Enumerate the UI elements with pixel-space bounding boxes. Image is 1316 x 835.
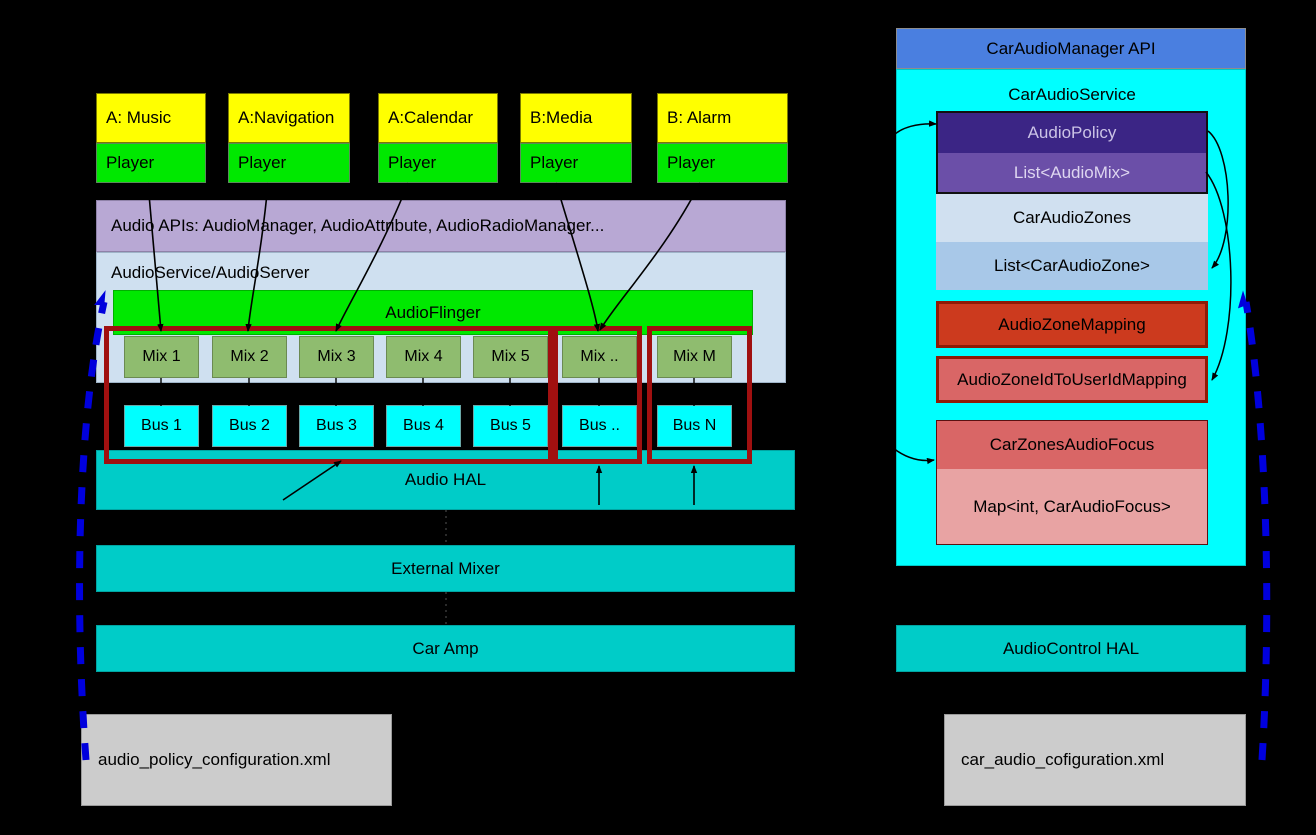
bus-box-5: Bus 5 <box>473 405 548 447</box>
car-audio-zones-box: CarAudioZones <box>936 194 1208 242</box>
mix-box-m: Mix M <box>657 336 732 378</box>
app-title-media: B:Media <box>520 93 632 143</box>
audio-policy-box: AudioPolicy <box>938 113 1206 153</box>
audio-mix-list-box: List<AudioMix> <box>938 153 1206 192</box>
audio-zone-group-1 <box>104 326 553 464</box>
car-audio-zone-list-box: List<CarAudioZone> <box>936 242 1208 290</box>
external-mixer-bar: External Mixer <box>96 545 795 592</box>
app-player-media: Player <box>520 143 632 183</box>
audio-apis-layer: Audio APIs: AudioManager, AudioAttribute… <box>96 200 786 252</box>
bus-box-n: Bus N <box>657 405 732 447</box>
car-audio-manager-api-bar: CarAudioManager API <box>896 28 1246 69</box>
mix-box-2: Mix 2 <box>212 336 287 378</box>
app-title-navigation: A:Navigation <box>228 93 350 143</box>
audio-policy-configuration-xml: audio_policy_configuration.xml <box>81 714 392 806</box>
app-player-navigation: Player <box>228 143 350 183</box>
app-title-calendar: A:Calendar <box>378 93 498 143</box>
car-amp-bar: Car Amp <box>96 625 795 672</box>
app-title-alarm: B: Alarm <box>657 93 788 143</box>
mix-box-ellipsis: Mix .. <box>562 336 637 378</box>
car-zones-audio-focus-group: CarZonesAudioFocus Map<int, CarAudioFocu… <box>936 420 1208 545</box>
bus-box-ellipsis: Bus .. <box>562 405 637 447</box>
audio-zone-group-2 <box>553 326 642 464</box>
bus-box-3: Bus 3 <box>299 405 374 447</box>
car-audio-configuration-xml: car_audio_cofiguration.xml <box>944 714 1246 806</box>
car-audio-service-label: CarAudioService <box>1008 85 1136 104</box>
audio-zone-group-3 <box>647 326 752 464</box>
car-zones-audio-focus-box: CarZonesAudioFocus <box>937 421 1207 469</box>
app-title-music: A: Music <box>96 93 206 143</box>
app-player-alarm: Player <box>657 143 788 183</box>
bus-box-2: Bus 2 <box>212 405 287 447</box>
mix-box-5: Mix 5 <box>473 336 548 378</box>
audio-zone-id-to-user-id-mapping-box: AudioZoneIdToUserIdMapping <box>936 356 1208 403</box>
bus-box-4: Bus 4 <box>386 405 461 447</box>
audio-policy-group: AudioPolicy List<AudioMix> <box>936 111 1208 194</box>
audio-zone-mapping-box: AudioZoneMapping <box>936 301 1208 348</box>
config-arrow-right <box>1237 290 1271 761</box>
app-player-calendar: Player <box>378 143 498 183</box>
audio-control-hal-bar: AudioControl HAL <box>896 625 1246 672</box>
app-player-music: Player <box>96 143 206 183</box>
audio-service-label: AudioService/AudioServer <box>111 263 310 282</box>
mix-box-4: Mix 4 <box>386 336 461 378</box>
mix-box-1: Mix 1 <box>124 336 199 378</box>
mix-box-3: Mix 3 <box>299 336 374 378</box>
car-audio-focus-map-box: Map<int, CarAudioFocus> <box>937 469 1207 544</box>
